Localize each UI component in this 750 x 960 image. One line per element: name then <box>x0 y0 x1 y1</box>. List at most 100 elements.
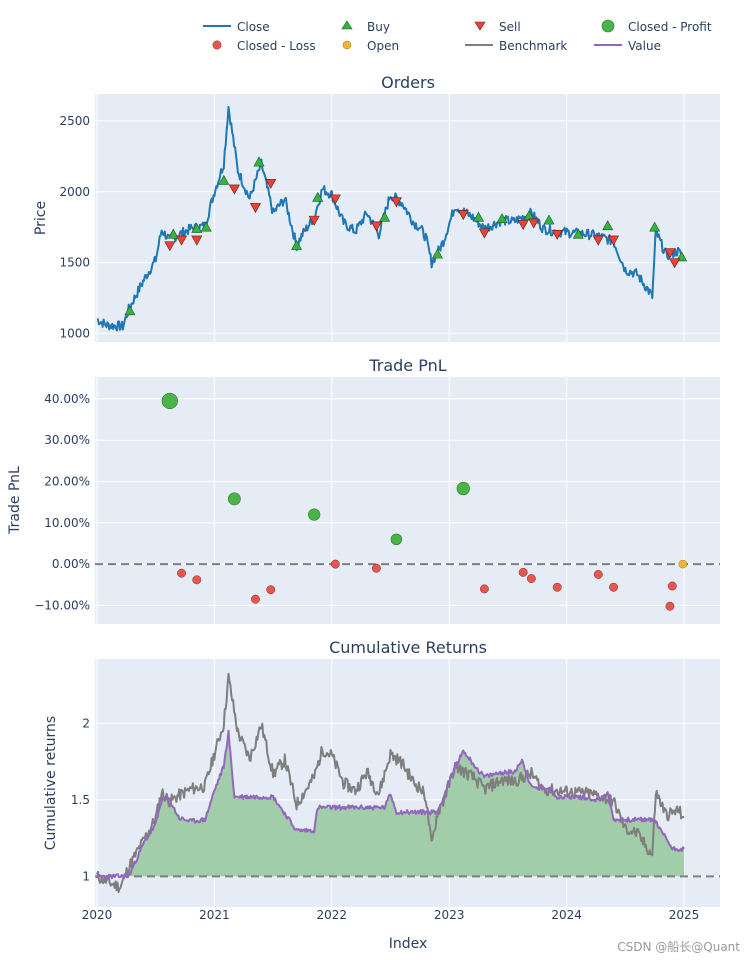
orders-ylabel: Price <box>33 201 49 235</box>
loss-trade-point <box>518 567 528 577</box>
legend-sell-label: Sell <box>499 20 521 34</box>
legend-loss-swatch <box>212 40 222 50</box>
buy-marker <box>473 211 485 222</box>
buy-marker <box>167 228 179 239</box>
buy-marker <box>379 211 391 222</box>
buy-marker <box>572 228 584 239</box>
buy-marker <box>312 191 324 202</box>
buy-marker <box>253 156 265 167</box>
legend-benchmark-label: Benchmark <box>499 39 567 53</box>
y-tick-label: 1.5 <box>71 793 90 807</box>
sell-marker <box>608 235 620 246</box>
loss-trade-point <box>593 569 603 579</box>
x-tick-label: 2023 <box>434 908 465 922</box>
buy-marker <box>218 174 230 185</box>
pnl-ylabel: Trade PnL <box>7 466 23 535</box>
legend-open-label: Open <box>367 39 399 53</box>
loss-trade-point <box>192 575 202 585</box>
returns-title: Cumulative Returns <box>329 638 487 657</box>
sell-marker <box>457 210 469 221</box>
legend-profit-swatch <box>601 19 615 33</box>
profit-trade-point <box>390 533 403 546</box>
loss-trade-point <box>251 594 260 604</box>
orders-plot-area <box>95 94 720 342</box>
legend-value-label: Value <box>628 39 661 53</box>
loss-trade-point <box>667 581 677 591</box>
y-tick-label: 1 <box>82 869 90 883</box>
sell-marker <box>517 220 529 230</box>
buy-marker <box>602 220 614 231</box>
legend-close-label: Close <box>237 20 270 34</box>
profit-trade-point <box>456 481 470 496</box>
y-tick-label: 40.00% <box>44 392 90 406</box>
open-trade-point <box>678 559 688 569</box>
legend-buy-swatch <box>341 20 353 30</box>
orders-title: Orders <box>381 73 435 92</box>
loss-trade-point <box>552 582 562 592</box>
y-tick-label: 2 <box>82 716 90 730</box>
legend: Close Buy Sell Closed - Profit Closed - … <box>203 19 712 53</box>
x-axis-label: Index <box>389 936 428 952</box>
loss-trade-point <box>266 585 276 595</box>
y-tick-label: 20.00% <box>44 475 90 489</box>
value-line <box>96 729 685 880</box>
buy-marker <box>649 221 661 232</box>
legend-profit-label: Closed - Profit <box>628 20 712 34</box>
returns-panel: Cumulative Returns 1 1.5 2 2020 2021 2022 202… <box>43 638 720 952</box>
sell-marker <box>592 235 604 246</box>
value-fill-area <box>97 732 684 877</box>
legend-buy-label: Buy <box>367 20 390 34</box>
buy-marker <box>200 221 212 232</box>
sell-marker <box>370 221 382 232</box>
sell-marker <box>390 197 402 208</box>
returns-ylabel: Cumulative returns <box>43 716 59 850</box>
sell-marker <box>228 184 240 195</box>
buy-marker <box>431 248 443 259</box>
x-tick-label: 2022 <box>317 908 348 922</box>
y-tick-label: 0.00% <box>52 557 90 571</box>
sell-marker <box>528 218 540 229</box>
buy-marker <box>543 214 555 225</box>
legend-open-swatch <box>342 40 352 50</box>
y-tick-label: 30.00% <box>44 433 90 447</box>
loss-trade-point <box>371 563 381 573</box>
y-tick-label: −10.00% <box>34 598 90 612</box>
pnl-title: Trade PnL <box>368 356 446 375</box>
legend-sell-swatch <box>474 21 486 31</box>
x-tick-label: 2024 <box>551 908 582 922</box>
loss-trade-point <box>665 601 675 611</box>
loss-trade-point <box>526 574 536 584</box>
sell-marker <box>329 194 341 205</box>
loss-trade-point <box>609 582 619 592</box>
loss-trade-point <box>330 559 340 569</box>
pnl-plot-area <box>95 377 720 624</box>
sell-marker <box>551 229 563 240</box>
sell-marker <box>164 241 176 252</box>
buy-marker <box>191 223 203 233</box>
legend-loss-label: Closed - Loss <box>237 39 316 53</box>
orders-panel: Orders 1000 1500 2000 2500 Price <box>33 73 720 342</box>
y-tick-label: 2500 <box>59 114 90 128</box>
loss-trade-point <box>177 568 186 578</box>
x-tick-label: 2021 <box>199 908 230 922</box>
sell-marker <box>176 235 188 246</box>
profit-trade-point <box>161 392 178 410</box>
sell-marker <box>265 178 277 189</box>
y-tick-label: 1000 <box>59 326 90 340</box>
sell-marker <box>249 203 261 213</box>
y-tick-label: 10.00% <box>44 516 90 530</box>
buy-marker <box>291 240 303 250</box>
sell-marker <box>478 228 490 239</box>
loss-trade-point <box>479 584 489 594</box>
sell-marker <box>664 248 676 259</box>
buy-marker <box>124 305 136 316</box>
benchmark-line <box>96 672 685 893</box>
pnl-panel: Trade PnL −10.00% 0.00% 10.00% 20.00% 30.00%… <box>7 356 720 624</box>
buy-marker <box>496 213 508 224</box>
sell-marker <box>669 258 681 269</box>
profit-trade-point <box>227 492 241 506</box>
profit-trade-point <box>308 508 321 521</box>
watermark: CSDN @船长@Quant <box>617 940 740 954</box>
x-tick-label: 2025 <box>669 908 700 922</box>
